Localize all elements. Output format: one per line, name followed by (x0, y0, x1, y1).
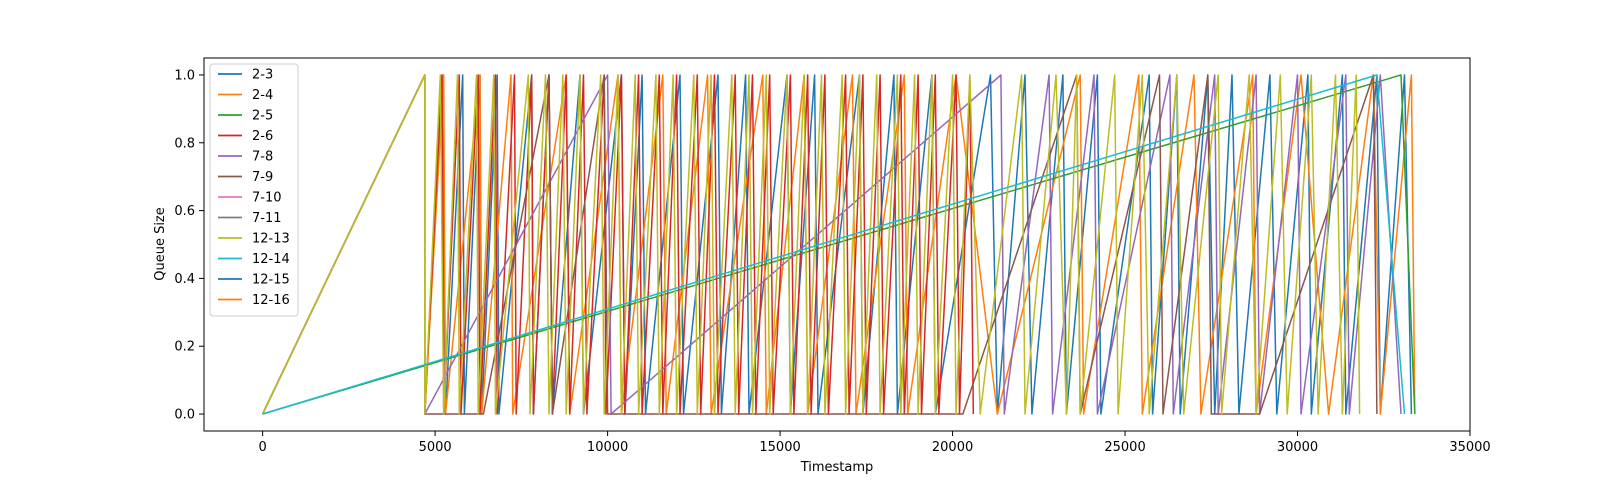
x-tick-label: 35000 (1449, 440, 1490, 455)
legend-label-2-5: 2-5 (252, 109, 273, 124)
y-tick-label: 0.2 (174, 340, 195, 355)
legend: 2-3 2-4 2-5 2-6 7-8 7-9 7-10 7-11 12-13 12-14 12-1… (209, 63, 299, 317)
legend-label-2-6: 2-6 (252, 129, 273, 144)
x-tick-label: 0 (259, 440, 267, 455)
legend-label-12-14: 12-14 (252, 252, 290, 267)
series-line-2-6 (261, 74, 975, 415)
y-tick-label: 1.0 (174, 68, 195, 83)
x-tick-label: 15000 (759, 440, 800, 455)
legend-label-7-9: 7-9 (252, 170, 273, 185)
x-axis-label: Timestamp (800, 460, 874, 475)
y-axis-label: Queue Size (153, 207, 168, 281)
plot-frame (203, 57, 1471, 432)
series-line-12-13 (261, 74, 1361, 415)
x-axis-ticks: 0 5000 10000 15000 20000 25000 30000 35000 (259, 431, 1491, 455)
x-tick-label: 10000 (587, 440, 628, 455)
series-line-12-14 (262, 74, 1406, 415)
legend-label-7-8: 7-8 (252, 150, 273, 165)
y-axis-ticks: 0.0 0.2 0.4 0.6 0.8 1.0 (174, 68, 204, 423)
legend-label-2-4: 2-4 (252, 88, 273, 103)
y-tick-label: 0.6 (174, 204, 195, 219)
plot-area (203, 57, 1471, 432)
legend-label-7-10: 7-10 (252, 191, 282, 206)
x-tick-label: 20000 (932, 440, 973, 455)
legend-label-7-11: 7-11 (252, 211, 282, 226)
series-lines (261, 74, 1416, 415)
legend-frame (209, 63, 299, 317)
legend-label-12-13: 12-13 (252, 232, 290, 247)
x-tick-label: 25000 (1104, 440, 1145, 455)
x-tick-label: 5000 (419, 440, 452, 455)
series-line-2-5 (262, 74, 1416, 415)
y-tick-label: 0.8 (174, 136, 195, 151)
legend-label-12-15: 12-15 (252, 273, 290, 288)
legend-label-12-16: 12-16 (252, 293, 290, 308)
y-tick-label: 0.0 (174, 408, 195, 423)
legend-label-2-3: 2-3 (252, 68, 273, 83)
y-tick-label: 0.4 (174, 272, 195, 287)
series-line-7-9 (261, 74, 1378, 415)
x-tick-label: 30000 (1277, 440, 1318, 455)
